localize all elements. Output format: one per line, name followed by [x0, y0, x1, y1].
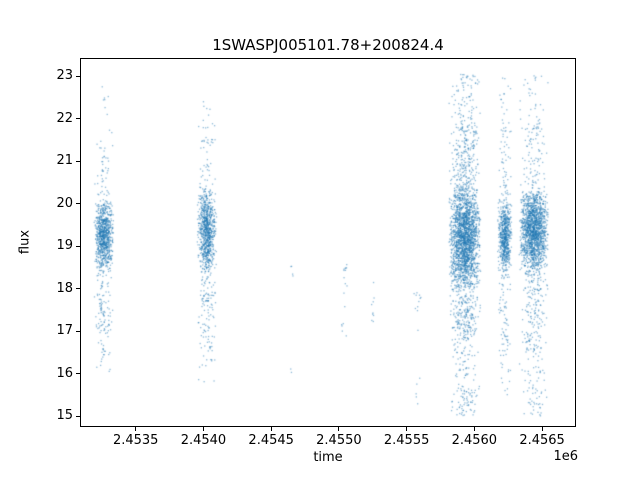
y-tick-label: 19: [56, 238, 73, 254]
x-tick-mark: [473, 427, 475, 431]
y-tick-label: 23: [56, 68, 73, 83]
x-axis-label: time: [313, 450, 343, 465]
y-tick-mark: [76, 245, 80, 247]
y-tick-label: 21: [56, 153, 73, 169]
y-axis-label: flux: [17, 229, 33, 255]
y-tick-mark: [76, 288, 80, 290]
y-tick-label: 17: [56, 323, 73, 339]
x-tick-label: 2.4560: [451, 433, 498, 448]
plot-title: 1SWASPJ005101.78+200824.4: [212, 36, 444, 54]
y-tick-mark: [76, 203, 80, 205]
y-tick-mark: [76, 330, 80, 332]
x-tick-label: 2.4565: [519, 433, 565, 448]
x-tick-label: 2.4535: [112, 433, 159, 448]
x-tick-mark: [541, 427, 543, 431]
plot-area: [80, 58, 576, 427]
y-tick-label: 16: [56, 365, 73, 381]
x-tick-label: 2.4540: [180, 433, 227, 448]
y-tick-label: 15: [56, 408, 73, 424]
y-tick-label: 20: [56, 195, 73, 211]
y-tick-label: 22: [56, 110, 73, 126]
y-tick-mark: [76, 373, 80, 375]
y-tick-mark: [76, 160, 80, 162]
scatter-points-canvas: [81, 59, 575, 426]
x-tick-mark: [135, 427, 137, 431]
y-tick-mark: [76, 415, 80, 417]
x-tick-label: 2.4555: [383, 433, 430, 448]
x-tick-mark: [202, 427, 204, 431]
x-tick-mark: [406, 427, 408, 431]
x-tick-label: 2.4545: [248, 433, 294, 448]
y-tick-mark: [76, 75, 80, 77]
y-tick-mark: [76, 118, 80, 120]
x-tick-label: 2.4550: [316, 433, 362, 448]
x-axis-offset-label: 1e6: [553, 449, 578, 464]
y-tick-label: 18: [56, 280, 73, 296]
x-tick-mark: [338, 427, 340, 431]
x-tick-mark: [270, 427, 272, 431]
